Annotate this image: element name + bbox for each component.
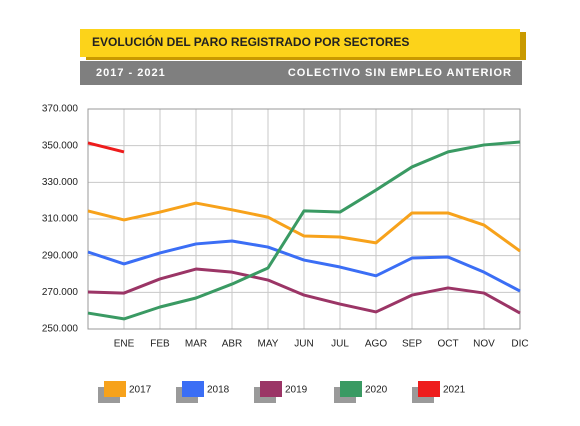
x-tick-label: AGO bbox=[365, 339, 387, 350]
legend-swatch bbox=[104, 381, 126, 397]
x-tick-label: FEB bbox=[150, 339, 170, 350]
subtitle: 2017 - 2021 bbox=[96, 67, 166, 79]
legend-swatch bbox=[418, 381, 440, 397]
series-line bbox=[87, 239, 521, 293]
legend-label: 2018 bbox=[207, 385, 230, 396]
x-tick-label: MAR bbox=[185, 339, 207, 350]
x-tick-label: SEP bbox=[402, 339, 422, 350]
series-line bbox=[87, 201, 521, 253]
x-tick-label: ABR bbox=[222, 339, 243, 350]
legend-swatch bbox=[182, 381, 204, 397]
x-tick-label: JUL bbox=[331, 339, 349, 350]
title-bar bbox=[80, 29, 520, 57]
y-tick-label: 370.000 bbox=[42, 104, 79, 115]
x-tick-label: NOV bbox=[473, 339, 495, 350]
series-line bbox=[87, 267, 521, 315]
subtitle-bar bbox=[80, 61, 522, 85]
series-line bbox=[87, 140, 521, 321]
legend-label: 2021 bbox=[443, 385, 466, 396]
x-tick-label: ENE bbox=[114, 339, 135, 350]
chart-title: EVOLUCIÓN DEL PARO REGISTRADO POR SECTOR… bbox=[92, 34, 409, 49]
y-tick-label: 250.000 bbox=[42, 324, 79, 335]
y-tick-label: 350.000 bbox=[42, 140, 79, 151]
y-tick-label: 270.000 bbox=[42, 287, 79, 298]
legend-swatch bbox=[340, 381, 362, 397]
plot-frame bbox=[87, 108, 521, 330]
x-tick-label: MAY bbox=[258, 339, 279, 350]
y-tick-label: 330.000 bbox=[42, 177, 79, 188]
y-tick-label: 290.000 bbox=[42, 250, 79, 261]
series-line bbox=[87, 141, 125, 154]
legend-swatch bbox=[260, 381, 282, 397]
x-tick-label: JUN bbox=[294, 339, 313, 350]
legend-label: 2017 bbox=[129, 385, 152, 396]
legend-label: 2020 bbox=[365, 385, 388, 396]
x-tick-label: OCT bbox=[437, 339, 458, 350]
legend-label: 2019 bbox=[285, 385, 308, 396]
y-tick-label: 310.000 bbox=[42, 214, 79, 225]
annotation: COLECTIVO SIN EMPLEO ANTERIOR bbox=[288, 67, 512, 79]
x-tick-label: DIC bbox=[511, 339, 528, 350]
